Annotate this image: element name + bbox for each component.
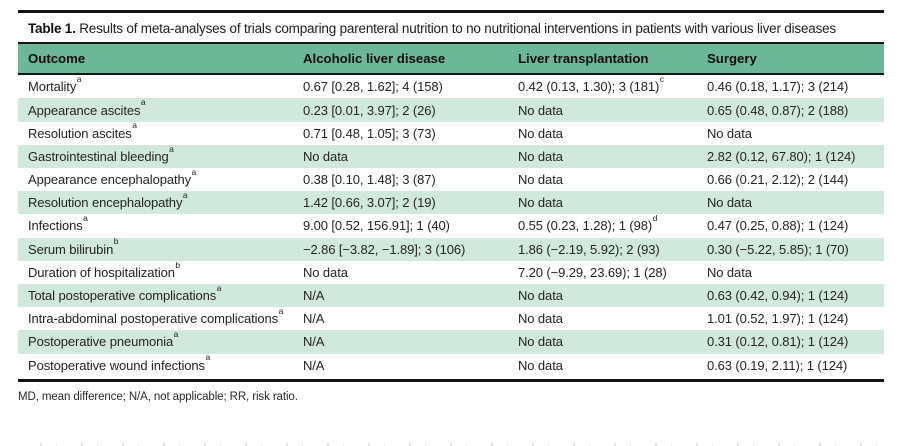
table-row: Postoperative wound infectionsa N/A No dat…	[18, 352, 884, 377]
cell-liver-transplantation: 1.86 (−2.19, 5.92); 2 (93)	[518, 241, 660, 257]
cell-liver-transplantation: No data	[518, 334, 563, 350]
cell-liver-transplantation: No data	[518, 311, 563, 327]
cell-surgery: No data	[707, 195, 752, 211]
table-row: Duration of hospitalizationb No data 7.20 …	[18, 259, 884, 284]
table-bottom-rule	[18, 378, 884, 382]
table-row: Infectionsa 9.00 [0.52, 156.91]; 1 (40) 0.…	[18, 214, 884, 237]
column-header-outcome: Outcome	[28, 51, 86, 67]
cell-alcoholic-liver-disease: −2.86 [−3.82, −1.89]; 3 (106)	[303, 241, 466, 257]
cell-outcome: Total postoperative complicationsa	[28, 282, 222, 304]
cell-outcome: Resolution encephalopathya	[28, 189, 188, 211]
cell-surgery: 0.46 (0.18, 1.17); 3 (214)	[707, 79, 849, 95]
cell-liver-transplantation: No data	[518, 172, 563, 188]
table-row: Serum bilirubinb −2.86 [−3.82, −1.89]; 3 …	[18, 236, 884, 261]
table-body: Mortalitya 0.67 [0.28, 1.62]; 4 (158) 0.42…	[0, 75, 900, 376]
cell-outcome: Resolution ascitesa	[28, 120, 137, 141]
cell-outcome: Intra-abdominal postoperative complicati…	[28, 305, 284, 327]
table-row: Appearance encephalopathya 0.38 [0.10, 1.…	[18, 168, 884, 191]
footnote-marker: a	[182, 189, 188, 200]
cell-alcoholic-liver-disease: No data	[303, 264, 348, 280]
cell-outcome: Infectionsa	[28, 213, 88, 234]
footnote-marker: a	[132, 120, 137, 131]
footnote-marker: a	[173, 329, 179, 340]
table-row: Intra-abdominal postoperative complicati…	[18, 307, 884, 330]
table-caption-text: Results of meta-analyses of trials compa…	[79, 21, 836, 36]
cell-alcoholic-liver-disease: 0.23 [0.01, 3.97]; 2 (26)	[303, 102, 436, 118]
cell-liver-transplantation: No data	[518, 288, 563, 304]
table-caption: Table 1. Results of meta-analyses of tri…	[28, 19, 890, 39]
cell-surgery: 0.66 (0.21, 2.12); 2 (144)	[707, 172, 849, 188]
table-row: Postoperative pneumoniaa N/A No data 0.31 (…	[18, 329, 884, 354]
cell-liver-transplantation: 0.55 (0.23, 1.28); 1 (98)d	[518, 213, 658, 234]
cell-surgery: 0.30 (−5.22, 5.85); 1 (70)	[707, 241, 849, 257]
cell-surgery: No data	[707, 125, 752, 141]
cell-alcoholic-liver-disease: N/A	[303, 311, 325, 327]
table-row: Total postoperative complicationsa N/A No …	[18, 282, 884, 308]
cell-surgery: 0.63 (0.42, 0.94); 1 (124)	[707, 288, 849, 304]
cell-alcoholic-liver-disease: N/A	[303, 288, 325, 304]
footnote-marker: c	[659, 74, 664, 85]
cell-alcoholic-liver-disease: 9.00 [0.52, 156.91]; 1 (40)	[303, 218, 450, 234]
cell-outcome: Appearance encephalopathya	[28, 166, 197, 188]
footnote-marker: d	[652, 213, 658, 224]
cell-outcome: Duration of hospitalizationb	[28, 259, 181, 280]
cell-surgery: 0.31 (0.12, 0.81); 1 (124)	[707, 334, 849, 350]
table-footnote: MD, mean difference; N/A, not applicable…	[18, 390, 298, 403]
table-row: Gastrointestinal bleedinga No data No data…	[18, 143, 884, 168]
column-header-liver-transplantation: Liver transplantation	[518, 51, 649, 67]
cell-surgery: 0.63 (0.19, 2.11); 1 (124)	[707, 357, 848, 373]
footnote-marker: b	[113, 236, 119, 247]
cell-outcome: Postoperative wound infectionsa	[28, 352, 211, 373]
table-row: Resolution encephalopathya 1.42 [0.66, 3.…	[18, 189, 884, 215]
cell-surgery: 2.82 (0.12, 67.80); 1 (124)	[707, 148, 856, 164]
cell-surgery: 1.01 (0.52, 1.97); 1 (124)	[707, 311, 849, 327]
cell-alcoholic-liver-disease: N/A	[303, 357, 325, 373]
cell-outcome: Appearance ascitesa	[28, 97, 146, 118]
cell-alcoholic-liver-disease: No data	[303, 148, 348, 164]
footnote-marker: a	[140, 97, 146, 108]
footnote-marker: a	[169, 143, 174, 154]
column-header-surgery: Surgery	[707, 51, 757, 67]
footnote-marker: a	[76, 74, 82, 85]
footnote-marker: a	[205, 352, 211, 363]
cell-outcome: Postoperative pneumoniaa	[28, 329, 179, 350]
caption-divider-rule	[18, 42, 884, 45]
cell-alcoholic-liver-disease: N/A	[303, 334, 325, 350]
table-row: Mortalitya 0.67 [0.28, 1.62]; 4 (158) 0.42…	[18, 75, 884, 98]
footnote-marker: a	[216, 282, 222, 293]
footnote-marker: a	[83, 213, 88, 224]
cell-liver-transplantation: No data	[518, 148, 563, 164]
cell-outcome: Serum bilirubinb	[28, 236, 119, 257]
cell-liver-transplantation: No data	[518, 102, 563, 118]
table-row: Appearance ascitesa 0.23 [0.01, 3.97]; 2 …	[18, 97, 884, 122]
footnote-marker: a	[191, 166, 197, 177]
scanned-paper-table-page: Table 1. Results of meta-analyses of tri…	[0, 10, 900, 446]
cell-liver-transplantation: 0.42 (0.13, 1.30); 3 (181)c	[518, 74, 664, 95]
footnote-marker: b	[175, 259, 181, 270]
cell-surgery: 0.65 (0.48, 0.87); 2 (188)	[707, 102, 849, 118]
footnote-marker: a	[278, 305, 284, 316]
cell-liver-transplantation: No data	[518, 195, 563, 211]
table-header-row: Outcome Alcoholic liver disease Liver tr…	[18, 44, 884, 76]
cell-outcome: Gastrointestinal bleedinga	[28, 143, 174, 164]
column-header-alcoholic-liver-disease: Alcoholic liver disease	[303, 51, 446, 67]
table-row: Resolution ascitesa 0.71 [0.48, 1.05]; 3 …	[18, 120, 884, 145]
table-top-rule	[18, 10, 884, 13]
cell-alcoholic-liver-disease: 1.42 [0.66, 3.07]; 2 (19)	[303, 195, 436, 211]
cell-alcoholic-liver-disease: 0.38 [0.10, 1.48]; 3 (87)	[303, 172, 436, 188]
cell-surgery: No data	[707, 264, 752, 280]
cell-liver-transplantation: 7.20 (−9.29, 23.69); 1 (28)	[518, 264, 667, 280]
cell-outcome: Mortalitya	[28, 74, 82, 95]
cell-alcoholic-liver-disease: 0.67 [0.28, 1.62]; 4 (158)	[303, 79, 443, 95]
cell-liver-transplantation: No data	[518, 357, 563, 373]
table-number-label: Table 1.	[28, 21, 76, 36]
cell-liver-transplantation: No data	[518, 125, 563, 141]
cell-surgery: 0.47 (0.25, 0.88); 1 (124)	[707, 218, 849, 234]
cell-alcoholic-liver-disease: 0.71 [0.48, 1.05]; 3 (73)	[303, 125, 436, 141]
